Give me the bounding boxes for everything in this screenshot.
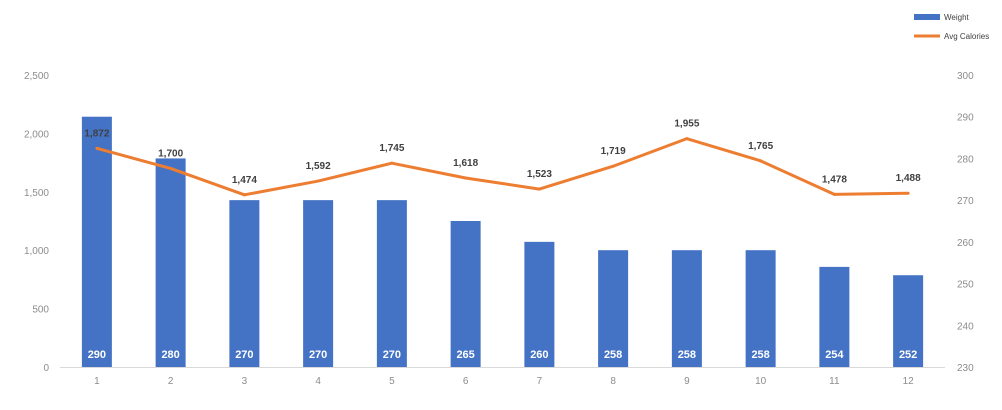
avg-calories-point [390,161,394,165]
avg-calories-point [906,191,910,195]
x-axis-tick-label: 8 [610,376,616,387]
weight-bar [745,250,776,367]
avg-calories-point [464,176,468,180]
avg-calories-point [95,146,99,150]
x-axis-tick-label: 2 [168,376,174,387]
left-axis-tick-label: 500 [32,305,49,316]
left-axis-tick-label: 0 [43,363,49,374]
weight-bar [671,250,702,367]
right-axis-tick-label: 230 [957,363,974,374]
x-axis-tick-label: 4 [315,376,321,387]
weight-bar-label: 290 [88,349,106,361]
weight-bar-label: 280 [161,349,179,361]
right-axis-tick-label: 240 [957,321,974,332]
x-axis-tick-label: 5 [389,376,395,387]
avg-calories-data-label: 1,474 [232,175,257,186]
weight-bar [893,275,924,367]
avg-calories-line [96,137,909,197]
avg-calories-point [242,193,246,197]
weight-bar [524,241,555,367]
right-axis-tick-label: 300 [957,71,974,82]
avg-calories-data-label: 1,719 [601,146,626,157]
x-axis-tick-label: 11 [829,376,840,387]
avg-calories-data-label: 1,700 [158,148,183,159]
weight-bar [303,200,334,367]
avg-calories-data-label: 1,745 [379,143,404,154]
right-axis-tick-label: 290 [957,113,974,124]
x-axis-tick-label: 1 [94,376,100,387]
left-axis: 0 500 1,000 1,500 2,000 2,500 [24,71,49,374]
avg-calories-point [759,159,763,163]
avg-calories-point [832,192,836,196]
legend-swatch-weight [914,14,940,20]
avg-calories-data-label: 1,488 [896,173,921,184]
avg-calories-point [169,166,173,170]
x-axis-tick-label: 12 [903,376,915,387]
weight-bar-label: 260 [530,349,548,361]
legend-label-avg-calories: Avg Calories [944,32,989,41]
weight-bar-label: 252 [899,349,917,361]
weight-bar-label: 270 [235,349,253,361]
avg-calories-point [611,164,615,168]
x-axis-tick-label: 3 [242,376,248,387]
right-axis-tick-label: 260 [957,238,974,249]
weight-bar [81,116,112,367]
right-axis-tick-label: 280 [957,154,974,165]
left-axis-tick-label: 1,000 [24,246,49,257]
weight-bar-label: 258 [678,349,696,361]
x-axis-tick-label: 6 [463,376,469,387]
weight-bar [376,200,407,367]
x-axis: 1 2 3 4 5 6 7 8 9 10 11 12 [94,376,914,387]
bar-series-weight: 290 280 270 270 270 265 260 258 258 258 254 252 [81,116,924,367]
weight-bar [598,250,629,367]
avg-calories-point [316,179,320,183]
legend-label-weight: Weight [944,13,970,22]
weight-bar [155,158,186,367]
line-series-avg-calories: 1,872 1,700 1,474 1,592 1,745 1,618 1,523 1,719… [84,119,921,197]
weight-bar-label: 270 [309,349,327,361]
avg-calories-point [537,187,541,191]
x-axis-tick-label: 7 [537,376,543,387]
weight-bar-label: 258 [751,349,769,361]
legend: Weight Avg Calories [914,13,989,41]
weight-bar-label: 258 [604,349,622,361]
avg-calories-data-label: 1,523 [527,169,552,180]
avg-calories-data-label: 1,955 [674,119,699,130]
weight-bar-label: 254 [825,349,844,361]
right-axis-tick-label: 270 [957,196,974,207]
left-axis-tick-label: 2,000 [24,129,49,140]
avg-calories-data-label: 1,618 [453,158,478,169]
weight-bar-label: 265 [456,349,474,361]
avg-calories-data-label: 1,872 [84,128,109,139]
weight-bar [450,221,481,367]
avg-calories-data-label: 1,765 [748,141,773,152]
avg-calories-data-label: 1,478 [822,174,847,185]
x-axis-tick-label: 10 [755,376,767,387]
right-axis: 230 240 250 260 270 280 290 300 [957,71,974,374]
avg-calories-point [685,137,689,141]
avg-calories-data-label: 1,592 [306,161,331,172]
left-axis-tick-label: 1,500 [24,188,49,199]
weight-bar-label: 270 [383,349,401,361]
right-axis-tick-label: 250 [957,280,974,291]
weight-bar [229,200,260,367]
weight-bar [819,266,850,367]
left-axis-tick-label: 2,500 [24,71,49,82]
x-axis-tick-label: 9 [684,376,690,387]
